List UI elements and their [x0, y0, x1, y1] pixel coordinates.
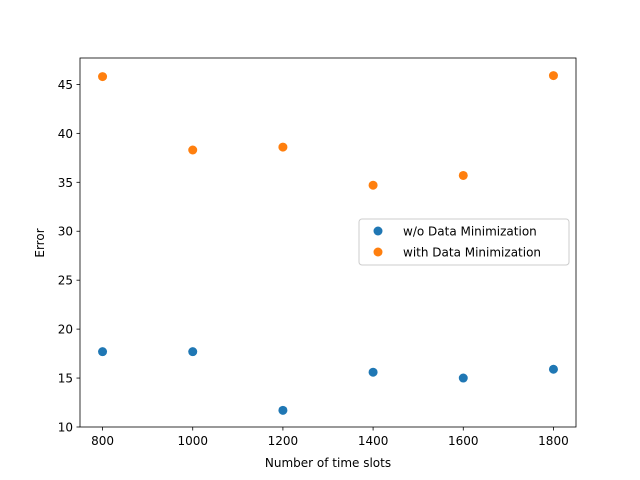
x-tick-label: 1800 [538, 434, 569, 448]
data-points [98, 71, 558, 415]
legend-marker [373, 226, 383, 236]
y-tick-label: 35 [58, 176, 73, 190]
data-point-series-2 [548, 71, 558, 81]
data-point-series-2 [278, 142, 288, 152]
legend-label: w/o Data Minimization [403, 225, 537, 239]
plot-area [79, 57, 577, 428]
y-axis-label: Error [33, 228, 47, 257]
legend-marker [373, 247, 383, 257]
x-tick-label: 1200 [268, 434, 299, 448]
x-tick-label: 1600 [448, 434, 479, 448]
y-tick-label: 15 [58, 372, 73, 386]
data-point-series-1 [98, 347, 108, 357]
data-point-series-1 [548, 364, 558, 374]
legend-label: with Data Minimization [403, 246, 541, 260]
data-point-series-1 [458, 373, 468, 383]
axes-frame [79, 57, 577, 428]
x-tick-label: 800 [91, 434, 114, 448]
x-axis: 800 1000 1200 1400 1600 1800 [91, 427, 569, 448]
x-tick-label: 1400 [358, 434, 389, 448]
legend: w/o Data Minimization with Data Minimizat… [358, 218, 570, 266]
data-point-series-1 [278, 405, 288, 415]
data-point-series-2 [98, 72, 108, 82]
x-tick-label: 1000 [177, 434, 208, 448]
data-point-series-2 [188, 145, 198, 155]
y-tick-label: 45 [58, 78, 73, 92]
y-tick-label: 30 [58, 225, 73, 239]
y-tick-label: 20 [58, 323, 73, 337]
y-tick-label: 40 [58, 127, 73, 141]
data-point-series-2 [368, 180, 378, 190]
data-point-series-1 [188, 347, 198, 357]
legend-box [358, 218, 570, 266]
x-axis-label: Number of time slots [265, 456, 391, 470]
y-tick-label: 10 [58, 421, 73, 435]
data-point-series-2 [458, 170, 468, 180]
data-point-series-1 [368, 367, 378, 377]
y-tick-label: 25 [58, 274, 73, 288]
y-axis: 10 15 20 25 30 35 40 45 [58, 78, 80, 435]
